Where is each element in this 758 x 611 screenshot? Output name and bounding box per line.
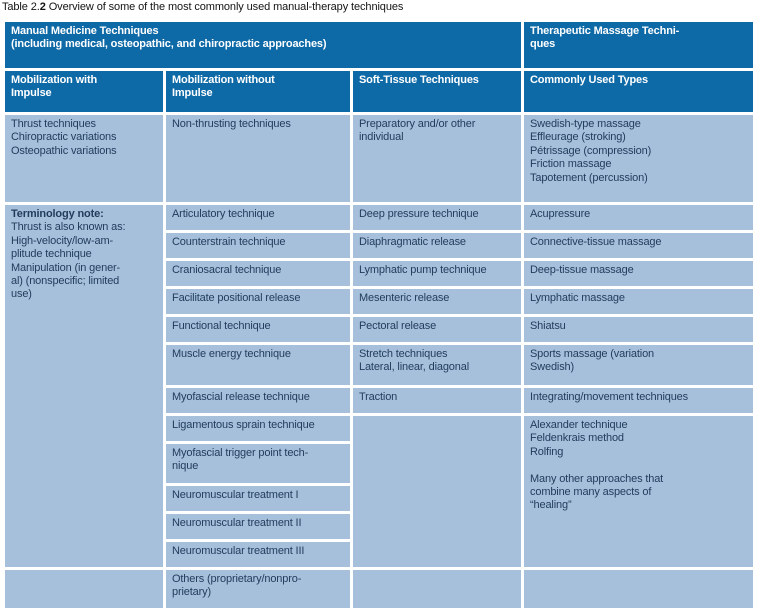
cell-myofascial-trigger-point: Myofascial trigger point tech- nique — [166, 444, 350, 483]
empty-cell-col4-bottom — [524, 570, 753, 608]
manual-therapy-table: Manual Medicine Techniques (including me… — [5, 22, 753, 608]
terminology-note-title: Terminology note: — [11, 208, 104, 220]
caption-label: Table 2. — [2, 1, 40, 13]
column-header-soft-tissue: Soft-Tissue Techniques — [353, 71, 521, 112]
cell-stretch-techniques: Stretch techniques Lateral, linear, diag… — [353, 345, 521, 385]
cell-connective-tissue: Connective-tissue massage — [524, 233, 753, 258]
caption-title: Overview of some of the most commonly us… — [45, 1, 404, 13]
cell-acupressure: Acupressure — [524, 205, 753, 230]
cell-non-thrusting: Non-thrusting techniques — [166, 115, 350, 202]
empty-cell-col3-bottom — [353, 570, 521, 608]
cell-ligamentous-sprain: Ligamentous sprain technique — [166, 416, 350, 441]
cell-swedish-massage-list: Swedish-type massage Effleurage (strokin… — [524, 115, 753, 202]
cell-diaphragmatic: Diaphragmatic release — [353, 233, 521, 258]
empty-cell-col1-bottom — [5, 570, 163, 608]
cell-shiatsu: Shiatsu — [524, 317, 753, 342]
cell-deep-tissue: Deep-tissue massage — [524, 261, 753, 286]
cell-muscle-energy: Muscle energy technique — [166, 345, 350, 385]
cell-facilitate-positional: Facilitate positional release — [166, 289, 350, 314]
column-header-commonly-used-types: Commonly Used Types — [524, 71, 753, 112]
cell-deep-pressure: Deep pressure technique — [353, 205, 521, 230]
cell-pectoral: Pectoral release — [353, 317, 521, 342]
cell-mesenteric: Mesenteric release — [353, 289, 521, 314]
table-caption: Table 2.2 Overview of some of the most c… — [2, 1, 742, 14]
caption-number: 2 — [39, 1, 46, 13]
empty-cell-col3-span — [353, 416, 521, 567]
cell-functional: Functional technique — [166, 317, 350, 342]
cell-thrust-techniques: Thrust techniques Chiropractic variation… — [5, 115, 163, 202]
cell-alexander-feldenkrais: Alexander technique Feldenkrais method R… — [524, 416, 753, 567]
cell-counterstrain: Counterstrain technique — [166, 233, 350, 258]
column-header-mobilization-without-impulse: Mobilization without Impulse — [166, 71, 350, 112]
cell-lymphatic-pump: Lymphatic pump technique — [353, 261, 521, 286]
group-header-massage: Therapeutic Massage Techni- ques — [524, 22, 753, 68]
cell-terminology-note: Terminology note: Thrust is also known a… — [5, 205, 163, 567]
cell-sports-massage: Sports massage (variation Swedish) — [524, 345, 753, 385]
cell-articulatory: Articulatory technique — [166, 205, 350, 230]
cell-neuromuscular-2: Neuromuscular treatment II — [166, 514, 350, 539]
cell-neuromuscular-1: Neuromuscular treatment I — [166, 486, 350, 511]
cell-traction: Traction — [353, 388, 521, 413]
cell-integrating-movement: Integrating/movement techniques — [524, 388, 753, 413]
cell-craniosacral: Craniosacral technique — [166, 261, 350, 286]
cell-neuromuscular-3: Neuromuscular treatment III — [166, 542, 350, 567]
cell-myofascial-release: Myofascial release technique — [166, 388, 350, 413]
terminology-note-body: Thrust is also known as: High-velocity/l… — [11, 221, 126, 301]
cell-others-proprietary: Others (proprietary/nonpro- prietary) — [166, 570, 350, 608]
cell-preparatory: Preparatory and/or other individual — [353, 115, 521, 202]
column-header-mobilization-with-impulse: Mobilization with Impulse — [5, 71, 163, 112]
cell-lymphatic-massage: Lymphatic massage — [524, 289, 753, 314]
group-header-manual-medicine: Manual Medicine Techniques (including me… — [5, 22, 521, 68]
